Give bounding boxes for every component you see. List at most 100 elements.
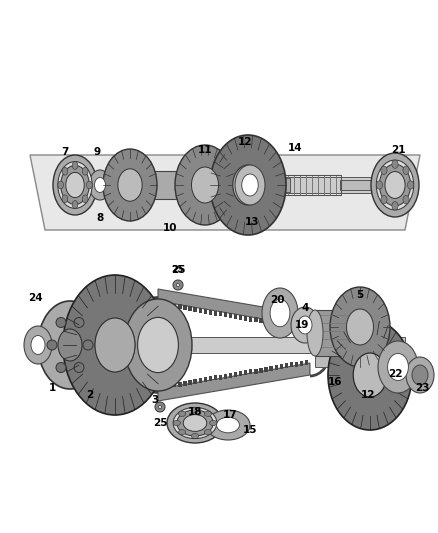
Bar (260, 178, 290, 192)
Ellipse shape (159, 406, 162, 408)
Ellipse shape (61, 166, 89, 205)
Bar (340, 180, 400, 190)
Bar (290, 324, 293, 328)
Bar (285, 364, 288, 368)
Ellipse shape (74, 362, 84, 373)
Bar (163, 384, 166, 389)
Bar (60, 177, 410, 193)
Ellipse shape (118, 169, 142, 201)
Text: 7: 7 (61, 147, 69, 157)
Ellipse shape (262, 288, 298, 338)
Text: 15: 15 (243, 425, 257, 435)
Polygon shape (30, 155, 420, 230)
Ellipse shape (204, 430, 212, 435)
Bar (265, 319, 268, 324)
Text: 24: 24 (28, 293, 42, 303)
Bar (259, 368, 263, 373)
Ellipse shape (235, 165, 265, 205)
Ellipse shape (179, 411, 186, 416)
Bar (279, 364, 283, 369)
Ellipse shape (392, 201, 398, 210)
Text: 25: 25 (172, 265, 184, 274)
Text: 11: 11 (198, 145, 212, 155)
Bar (173, 304, 177, 309)
Bar (224, 374, 227, 379)
Ellipse shape (62, 195, 68, 203)
Ellipse shape (376, 160, 414, 210)
Text: 8: 8 (96, 213, 104, 223)
Bar (219, 311, 222, 317)
Ellipse shape (95, 318, 135, 372)
Ellipse shape (353, 353, 387, 397)
Ellipse shape (191, 167, 219, 203)
Bar (305, 360, 308, 365)
Ellipse shape (56, 318, 66, 327)
Bar (173, 382, 177, 387)
Ellipse shape (191, 407, 199, 413)
Ellipse shape (56, 362, 66, 373)
Bar (285, 322, 288, 328)
Ellipse shape (24, 326, 52, 364)
Text: 12: 12 (238, 137, 252, 147)
Bar (204, 309, 207, 314)
Ellipse shape (66, 172, 84, 198)
Ellipse shape (86, 181, 92, 189)
Ellipse shape (82, 167, 88, 175)
Bar (249, 369, 252, 374)
Ellipse shape (381, 166, 387, 174)
Bar (148, 171, 186, 199)
Polygon shape (158, 363, 310, 401)
Bar (163, 302, 166, 307)
Ellipse shape (179, 430, 186, 435)
Bar (239, 315, 242, 320)
Ellipse shape (95, 318, 135, 372)
Bar (198, 378, 202, 383)
Ellipse shape (103, 149, 157, 221)
Bar (194, 307, 197, 312)
Bar (194, 379, 197, 384)
Ellipse shape (53, 155, 97, 215)
Bar (158, 385, 161, 390)
Ellipse shape (403, 196, 409, 204)
Bar (279, 322, 283, 327)
Ellipse shape (379, 164, 410, 206)
Bar (249, 317, 252, 321)
Ellipse shape (62, 167, 68, 175)
Bar (224, 312, 227, 317)
Ellipse shape (177, 410, 213, 436)
Bar (305, 326, 308, 331)
Bar (234, 372, 237, 377)
Ellipse shape (376, 181, 382, 189)
Ellipse shape (38, 301, 102, 389)
Text: 5: 5 (357, 290, 364, 300)
Ellipse shape (330, 287, 390, 367)
Text: 16: 16 (328, 377, 342, 387)
Ellipse shape (175, 145, 235, 225)
Text: 22: 22 (388, 369, 402, 379)
Ellipse shape (210, 135, 286, 235)
Ellipse shape (58, 329, 82, 361)
Bar (178, 304, 182, 310)
Bar (188, 380, 192, 385)
Ellipse shape (378, 341, 418, 393)
Bar (168, 383, 171, 388)
Ellipse shape (298, 316, 312, 334)
Ellipse shape (167, 403, 223, 443)
Bar (208, 310, 212, 314)
Ellipse shape (155, 402, 165, 412)
Ellipse shape (89, 170, 111, 200)
Text: 3: 3 (152, 395, 159, 405)
Ellipse shape (388, 353, 408, 381)
Bar (295, 361, 298, 367)
Ellipse shape (173, 280, 183, 290)
Ellipse shape (72, 161, 78, 169)
Ellipse shape (72, 200, 78, 208)
Text: 20: 20 (270, 295, 284, 305)
Ellipse shape (381, 196, 387, 204)
Ellipse shape (216, 417, 240, 433)
Bar (184, 305, 187, 310)
Bar (168, 303, 171, 308)
Bar (184, 381, 187, 386)
Bar (269, 366, 273, 371)
Ellipse shape (173, 421, 180, 425)
